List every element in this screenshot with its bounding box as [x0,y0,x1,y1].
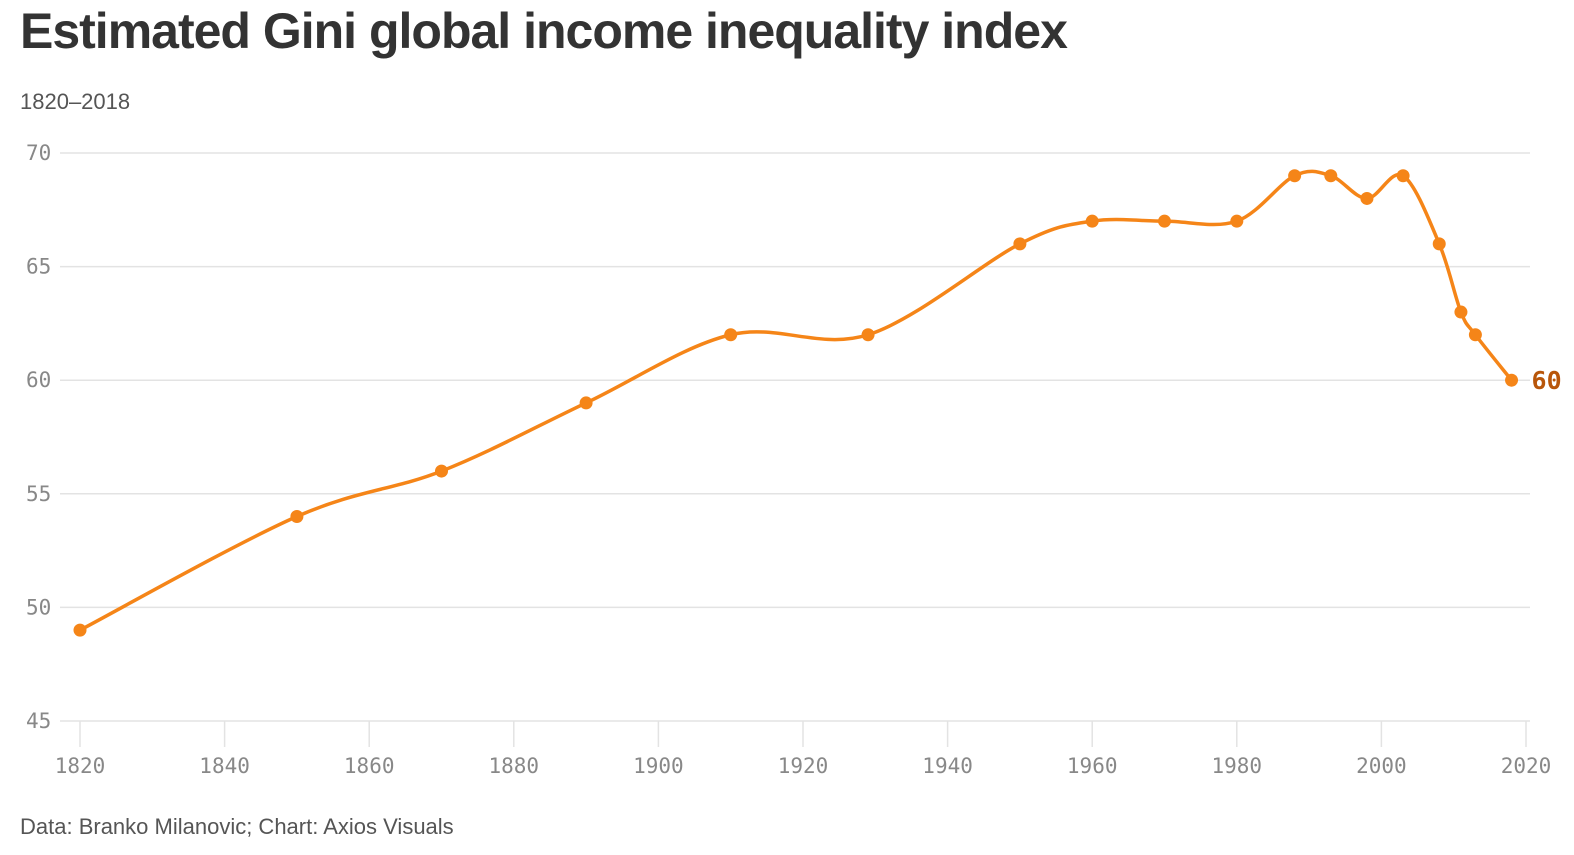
data-point-2003 [1396,169,1410,183]
y-tick-label-50: 50 [26,595,51,619]
x-tick-label-1920: 1920 [778,754,829,778]
end-value-label: 60 [1532,366,1562,395]
data-point-1870 [435,464,448,478]
data-point-1820 [73,623,87,637]
data-point-2018 [1505,373,1519,387]
x-tick-label-2020: 2020 [1501,754,1552,778]
gridlines [60,152,1530,722]
data-point-1950 [1013,237,1027,251]
chart-title: Estimated Gini global income inequality … [20,3,1068,59]
data-point-1980 [1230,214,1244,228]
x-tick-label-1900: 1900 [633,754,684,778]
chart-subtitle: 1820–2018 [20,89,131,114]
data-point-1850 [290,510,304,524]
x-tick-label-1840: 1840 [199,754,250,778]
y-tick-label-60: 60 [26,368,51,392]
y-tick-label-45: 45 [26,709,51,733]
x-tick-label-1880: 1880 [489,754,540,778]
data-point-1960 [1085,214,1099,228]
data-point-1988 [1288,169,1302,183]
data-point-1970 [1158,214,1171,228]
data-point-2013 [1468,328,1482,342]
chart-source-note: Data: Branko Milanovic; Chart: Axios Vis… [20,814,454,839]
data-points [73,169,1519,637]
y-axis-ticks: 45 50 55 60 65 70 [26,141,51,733]
x-tick-label-1820: 1820 [55,754,106,778]
x-axis-ticks: 1820 1840 1860 1880 1900 1920 1940 1960 1980 2000… [55,721,1552,778]
x-tick-label-1940: 1940 [922,754,973,778]
data-point-1910 [724,328,738,342]
data-point-1993 [1324,169,1338,183]
data-point-1890 [579,396,593,410]
x-tick-label-1960: 1960 [1067,754,1118,778]
x-tick-label-1860: 1860 [344,754,395,778]
y-tick-label-70: 70 [26,141,51,165]
y-tick-label-65: 65 [26,255,51,279]
data-point-1998 [1360,191,1374,205]
x-tick-label-2000: 2000 [1356,754,1407,778]
series-line-0 [78,169,1514,632]
y-tick-label-55: 55 [26,482,51,506]
data-point-2011 [1454,305,1468,319]
data-labels: 60 [1532,366,1562,395]
series-group [78,169,1514,632]
data-point-1929 [861,328,875,342]
x-tick-label-1980: 1980 [1212,754,1263,778]
line-chart: 45 50 55 60 65 70 1820 1840 1860 1880 1900 1920 194… [26,141,1562,778]
data-point-2008 [1432,237,1446,251]
